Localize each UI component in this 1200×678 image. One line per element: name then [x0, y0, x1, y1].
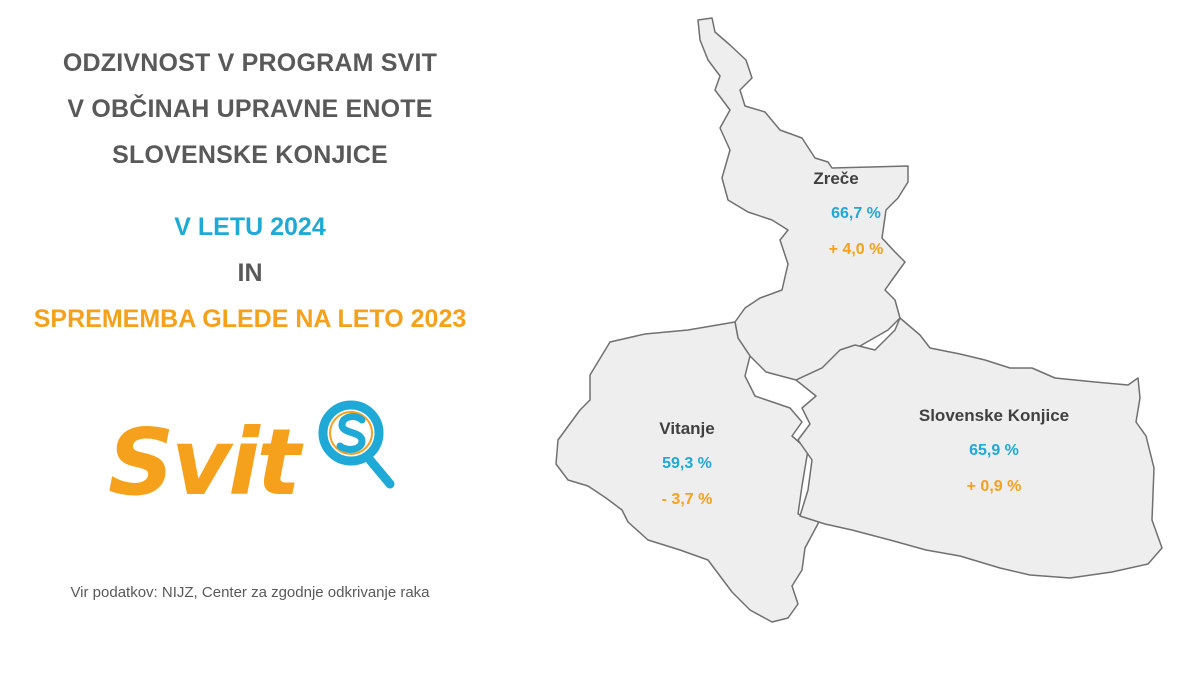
- label-vitanje: Vitanje 59,3 % - 3,7 %: [587, 412, 787, 518]
- map: Zreče 66,7 % + 4,0 % Vitanje 59,3 % - 3,…: [540, 0, 1200, 673]
- subtitle-connector: IN: [237, 259, 263, 287]
- title-line-1: ODZIVNOST V PROGRAM SVIT: [62, 49, 438, 77]
- svit-logo-text: Svit: [108, 409, 301, 516]
- municipality-name: Zreče: [813, 169, 859, 188]
- label-slovenske-konjice: Slovenske Konjice 65,9 % + 0,9 %: [874, 399, 1114, 505]
- title-block: ODZIVNOST V PROGRAM SVIT V OBČINAH UPRAV…: [0, 40, 500, 178]
- region-vitanje: [555, 321, 821, 623]
- subtitle-change: SPREMEMBA GLEDE NA LETO 2023: [33, 305, 467, 333]
- municipality-value: 59,3 %: [662, 455, 712, 472]
- magnifier-s-icon: [318, 400, 395, 489]
- municipality-name: Slovenske Konjice: [918, 406, 1070, 425]
- title-line-2: V OBČINAH UPRAVNE ENOTE: [67, 95, 433, 123]
- subtitle-year: V LETU 2024: [174, 213, 326, 241]
- municipality-value: 66,7 %: [831, 205, 881, 222]
- municipality-change: + 0,9 %: [966, 478, 1022, 495]
- region-slovenske-konjice: [795, 317, 1163, 579]
- svit-logo: Svit: [100, 400, 400, 530]
- municipality-value: 65,9 %: [969, 442, 1019, 459]
- municipality-change: + 4,0 %: [828, 241, 884, 258]
- title-line-3: SLOVENSKE KONJICE: [112, 141, 388, 169]
- municipality-change: - 3,7 %: [661, 491, 713, 508]
- data-source: Vir podatkov: NIJZ, Center za zgodnje od…: [70, 584, 430, 601]
- subtitle-block: V LETU 2024 IN SPREMEMBA GLEDE NA LETO 2…: [0, 204, 500, 342]
- map-svg: [555, 17, 1163, 623]
- region-zrece: [697, 17, 909, 381]
- label-zrece: Zreče 66,7 % + 4,0 %: [736, 162, 936, 268]
- municipality-name: Vitanje: [659, 419, 715, 438]
